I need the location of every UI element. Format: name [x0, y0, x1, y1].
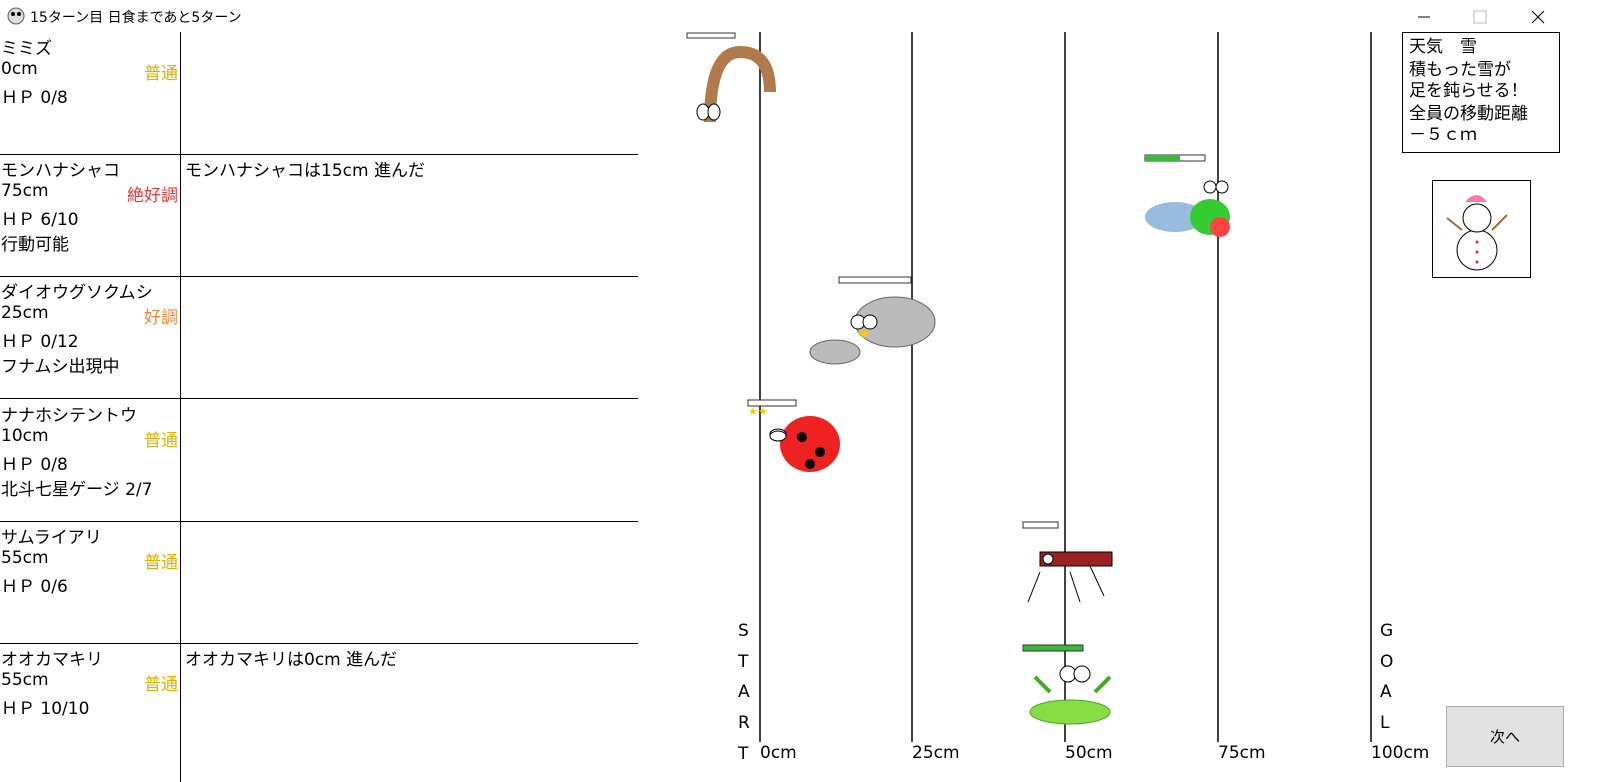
goal-letter: A: [1380, 682, 1392, 703]
racer-name: オオカマキリ: [1, 650, 103, 670]
weather-text: 天気 雪: [1409, 37, 1477, 57]
distance-tick-label: 100cm: [1371, 743, 1430, 763]
window-controls[interactable]: [1410, 8, 1590, 26]
title-bar: 15ターン目 日食まであと5ターン: [0, 0, 1602, 32]
racer-row: [0, 399, 638, 522]
racer-hp: ＨＰ 10/10: [1, 699, 90, 719]
isopod: [809, 276, 936, 365]
weather-text: 積もった雪が: [1409, 60, 1511, 80]
racer-hp: ＨＰ 0/8: [1, 454, 68, 475]
next-button[interactable]: 次へ: [1446, 706, 1564, 767]
racer-distance: 75cm: [1, 181, 49, 202]
racer-row: [0, 521, 638, 644]
start-letter: R: [738, 713, 750, 734]
distance-tick-label: 0cm: [760, 743, 797, 763]
mantis: [1022, 644, 1112, 725]
start-letter: S: [738, 621, 749, 641]
goal-letter: L: [1380, 713, 1390, 734]
start-letter: A: [738, 682, 750, 703]
samurai-ant: [1022, 521, 1113, 603]
racer-condition: 普通: [144, 430, 178, 451]
goal-letter: O: [1380, 651, 1394, 672]
racer-condition: 普通: [144, 552, 178, 573]
racer-hp: ＨＰ 0/8: [1, 88, 68, 108]
racer-condition: 普通: [144, 64, 178, 84]
racer-condition: 好調: [144, 308, 178, 329]
racer-status: フナムシ出現中: [1, 357, 120, 378]
racer-name: モンハナシャコ: [1, 161, 120, 182]
racer-distance: 0cm: [1, 59, 38, 79]
racer-distance: 25cm: [1, 303, 49, 324]
racer-hp: ＨＰ 6/10: [1, 210, 79, 231]
weather-box: 天気 雪積もった雪が 足を鈍らせる！ 全員の移動距離 －５ｃｍ: [1402, 32, 1560, 153]
racer-name: ミミズ: [1, 39, 52, 59]
column-divider: [180, 32, 181, 782]
goal-letter: G: [1380, 621, 1394, 641]
racer-row: [0, 32, 638, 155]
racer-name: サムライアリ: [1, 527, 102, 548]
distance-tick-label: 50cm: [1065, 743, 1113, 763]
racer-log: オオカマキリは0cm 進んだ: [185, 650, 398, 670]
racer-distance: 10cm: [1, 425, 49, 446]
racer-distance: 55cm: [1, 670, 49, 690]
racer-condition: 普通: [144, 675, 178, 695]
start-letter: T: [738, 743, 749, 764]
racer-name: ダイオウグソクムシ: [1, 283, 153, 304]
weather-text: －５ｃｍ: [1409, 125, 1477, 145]
racer-log: モンハナシャコは15cm 進んだ: [185, 161, 425, 182]
app-icon: [7, 7, 25, 25]
mantis-shrimp: [1144, 154, 1230, 237]
racer-row: [0, 276, 638, 400]
ladybug: ★★: [747, 399, 840, 472]
weather-text: 全員の移動距離: [1409, 104, 1528, 124]
distance-tick-label: 75cm: [1218, 743, 1266, 763]
snowman-image: [1432, 180, 1531, 278]
distance-tick-label: 25cm: [912, 743, 960, 763]
racer-condition: 絶好調: [127, 186, 178, 207]
racer-name: ナナホシテントウ: [1, 405, 137, 426]
svg-text:★★: ★★: [748, 405, 768, 418]
racer-status: 行動可能: [1, 235, 69, 256]
racer-status: 北斗七星ゲージ 2/7: [1, 479, 153, 500]
window-title: 15ターン目 日食まであと5ターン: [30, 10, 242, 26]
race-track: ★★: [686, 32, 1372, 742]
weather-text: 足を鈍らせる！: [1409, 81, 1528, 101]
racer-hp: ＨＰ 0/6: [1, 576, 68, 597]
racer-distance: 55cm: [1, 547, 49, 568]
worm: [686, 32, 776, 123]
racer-row: [0, 154, 638, 278]
racer-hp: ＨＰ 0/12: [1, 332, 79, 353]
start-letter: T: [738, 651, 749, 672]
